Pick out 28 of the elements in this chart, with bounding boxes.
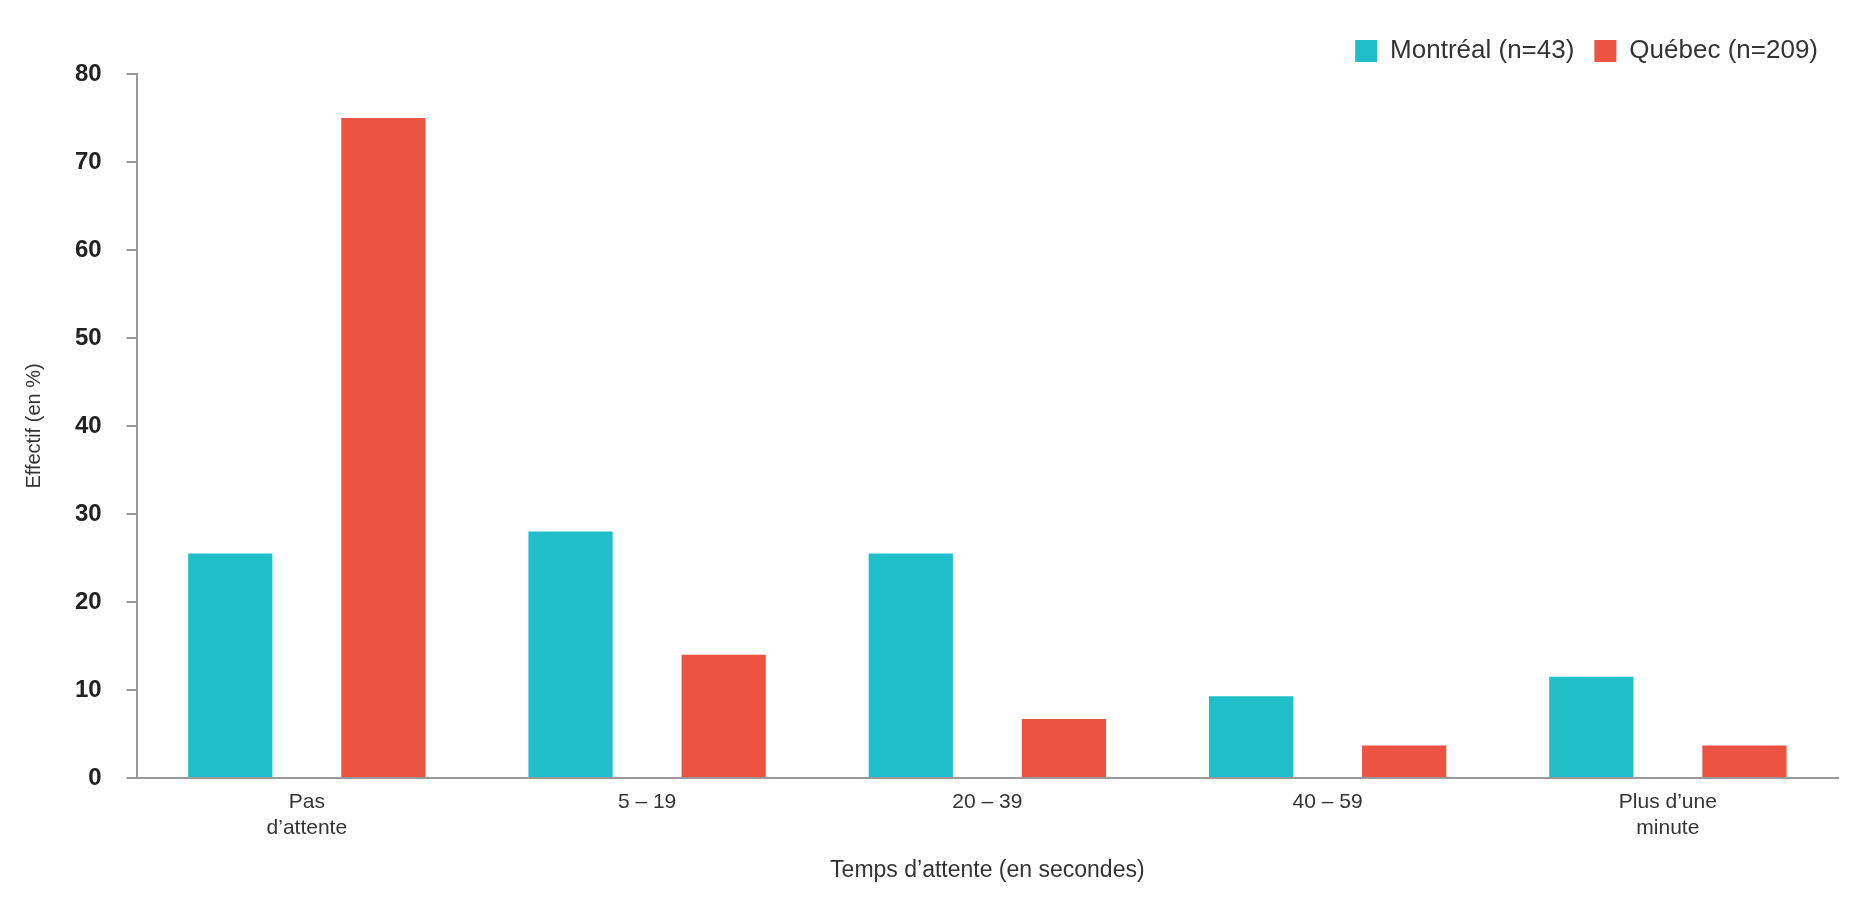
x-tick-label: 40 – 59	[1292, 789, 1363, 813]
bar	[1208, 696, 1294, 777]
y-tick-label: 40	[74, 410, 102, 438]
bar	[188, 553, 273, 777]
x-axis-title: Temps d’attente (en secondes)	[830, 855, 1145, 882]
bar	[341, 118, 426, 777]
bar	[528, 531, 613, 777]
bar	[1362, 745, 1447, 777]
x-tick-label: 5 – 19	[617, 789, 677, 813]
x-tick-label: Plus d’une minute	[1618, 789, 1717, 838]
y-axis-title: Effectif (en %)	[21, 363, 44, 489]
y-tick-label: 20	[74, 586, 102, 614]
y-tick-label: 10	[74, 674, 102, 702]
y-tick-label: 0	[88, 762, 102, 790]
y-tick-label: 60	[74, 234, 102, 262]
bar	[868, 553, 953, 777]
x-tick-label: Pas d’attente	[266, 789, 348, 838]
y-tick-label: 70	[74, 146, 102, 174]
bar	[1021, 719, 1107, 777]
legend-label: Québec (n=209)	[1629, 34, 1819, 65]
bar	[1549, 676, 1634, 777]
legend-label: Montréal (n=43)	[1390, 34, 1575, 65]
y-tick-label: 80	[74, 58, 102, 86]
y-tick-label: 50	[74, 322, 102, 350]
y-tick-label: 30	[74, 498, 102, 526]
bar	[681, 654, 766, 777]
x-tick-label: 20 – 39	[952, 789, 1023, 813]
bar	[1702, 745, 1787, 777]
